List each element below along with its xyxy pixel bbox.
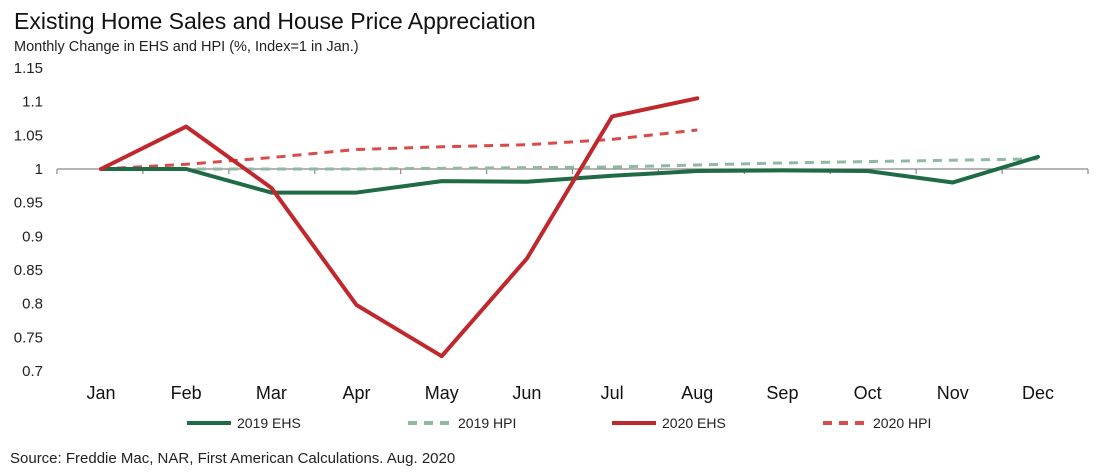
series-line-2020-hpi bbox=[100, 128, 698, 171]
legend: 2019 EHS 2019 HPI 2020 EHS 2020 HPI bbox=[187, 415, 931, 431]
y-tick-label: 0.85 bbox=[14, 262, 43, 279]
x-tick-label: Nov bbox=[937, 383, 969, 403]
x-axis: Jan Feb Mar Apr May Jun Jul Aug Sep Oct Nov Dec bbox=[56, 168, 1089, 403]
series-line-2019-hpi bbox=[101, 157, 1039, 171]
source-note: Source: Freddie Mac, NAR, First American… bbox=[10, 450, 456, 467]
legend-label: 2020 EHS bbox=[662, 415, 726, 431]
y-tick-label: 1.15 bbox=[14, 60, 43, 77]
x-tick-label: Apr bbox=[343, 383, 371, 403]
y-tick-label: 0.75 bbox=[14, 329, 43, 346]
chart-subtitle: Monthly Change in EHS and HPI (%, Index=… bbox=[14, 39, 359, 55]
x-tick-label: Jun bbox=[512, 383, 541, 403]
series-line-2019-ehs bbox=[99, 154, 1040, 195]
y-axis: 1.15 1.1 1.05 1 0.95 0.9 0.85 0.8 0.75 0.7 bbox=[14, 60, 43, 380]
x-tick-label: Mar bbox=[256, 383, 287, 403]
y-tick-label: 1.1 bbox=[22, 94, 43, 111]
chart-title: Existing Home Sales and House Price Appr… bbox=[14, 8, 536, 34]
x-tick-label: May bbox=[425, 383, 459, 403]
x-tick-label: Oct bbox=[854, 383, 882, 403]
legend-label: 2019 HPI bbox=[458, 415, 516, 431]
x-tick-label: Feb bbox=[171, 383, 202, 403]
series-layer bbox=[99, 96, 1040, 359]
x-tick-label: Dec bbox=[1022, 383, 1054, 403]
y-tick-label: 0.95 bbox=[14, 195, 43, 212]
series-line-2020-ehs bbox=[99, 96, 700, 359]
x-tick-label: Sep bbox=[766, 383, 798, 403]
y-tick-label: 0.7 bbox=[22, 363, 43, 380]
x-tick-label: Aug bbox=[681, 383, 713, 403]
x-tick-label: Jul bbox=[601, 383, 624, 403]
y-tick-label: 1 bbox=[35, 161, 43, 178]
y-tick-label: 1.05 bbox=[14, 127, 43, 144]
legend-label: 2020 HPI bbox=[873, 415, 931, 431]
legend-label: 2019 EHS bbox=[237, 415, 301, 431]
y-tick-label: 0.9 bbox=[22, 228, 43, 245]
x-tick-label: Jan bbox=[86, 383, 115, 403]
y-tick-label: 0.8 bbox=[22, 296, 43, 313]
